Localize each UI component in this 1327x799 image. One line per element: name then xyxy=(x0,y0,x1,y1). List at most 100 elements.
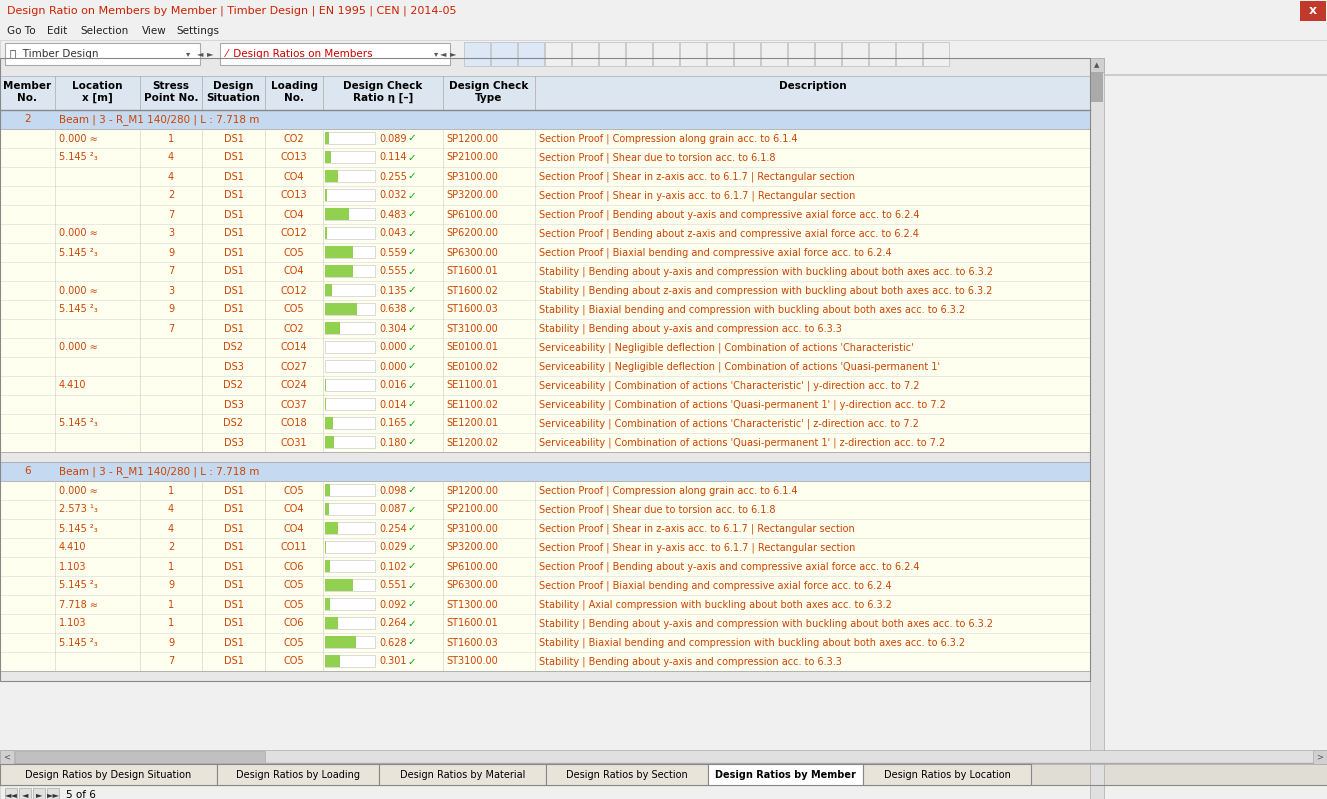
Bar xyxy=(325,484,376,496)
Bar xyxy=(325,503,329,515)
Text: 5.145 ²₃: 5.145 ²₃ xyxy=(58,419,98,428)
Text: 0.114: 0.114 xyxy=(380,153,406,162)
Bar xyxy=(1091,72,1103,102)
Text: Section Proof | Shear in y-axis acc. to 6.1.7 | Rectangular section: Section Proof | Shear in y-axis acc. to … xyxy=(539,543,856,553)
Text: Design Ratios by Section: Design Ratios by Section xyxy=(567,769,687,780)
Text: Serviceability | Negligible deflection | Combination of actions 'Quasi-permanent: Serviceability | Negligible deflection |… xyxy=(539,361,940,372)
Text: 0.483: 0.483 xyxy=(380,209,406,220)
Text: 0.043: 0.043 xyxy=(380,229,406,238)
Text: 0.098: 0.098 xyxy=(380,486,406,495)
Text: DS3: DS3 xyxy=(223,438,243,447)
Bar xyxy=(0,462,1089,481)
Bar xyxy=(0,357,1089,376)
Text: ✓: ✓ xyxy=(407,209,415,220)
Text: 0.551: 0.551 xyxy=(380,581,407,590)
Bar xyxy=(598,42,625,66)
Text: 4.410: 4.410 xyxy=(58,380,86,391)
Text: 5.145 ²₃: 5.145 ²₃ xyxy=(58,523,98,534)
Text: ✓: ✓ xyxy=(407,324,415,333)
Bar xyxy=(0,22,1327,40)
Text: SP3200.00: SP3200.00 xyxy=(446,543,498,552)
Text: CO13: CO13 xyxy=(281,190,308,201)
Bar xyxy=(864,764,1031,785)
Bar xyxy=(19,788,31,799)
Text: ✓: ✓ xyxy=(407,361,415,372)
Text: CO14: CO14 xyxy=(281,343,308,352)
Text: 0.254: 0.254 xyxy=(380,523,407,534)
Text: Point No.: Point No. xyxy=(143,93,198,103)
Bar xyxy=(325,636,376,648)
Text: View: View xyxy=(142,26,167,36)
Text: ◄: ◄ xyxy=(196,50,203,58)
Bar xyxy=(0,576,1089,595)
Text: 5.145 ²₃: 5.145 ²₃ xyxy=(58,248,98,257)
Text: DS2: DS2 xyxy=(223,343,243,352)
Bar xyxy=(5,43,200,65)
Bar xyxy=(653,42,679,66)
Text: ST1600.01: ST1600.01 xyxy=(446,618,498,629)
Bar xyxy=(325,398,376,410)
Text: 0.102: 0.102 xyxy=(380,562,406,571)
Text: SP3100.00: SP3100.00 xyxy=(446,523,498,534)
Text: ST1600.02: ST1600.02 xyxy=(446,285,498,296)
Text: ST1600.03: ST1600.03 xyxy=(446,304,498,315)
Text: CO11: CO11 xyxy=(281,543,308,552)
Bar xyxy=(788,42,813,66)
Text: ✓: ✓ xyxy=(407,400,415,410)
Text: DS1: DS1 xyxy=(223,486,243,495)
Text: SP3100.00: SP3100.00 xyxy=(446,172,498,181)
Text: Section Proof | Biaxial bending and compressive axial force acc. to 6.2.4: Section Proof | Biaxial bending and comp… xyxy=(539,247,892,258)
Bar xyxy=(5,788,17,799)
Text: Section Proof | Shear in z-axis acc. to 6.1.7 | Rectangular section: Section Proof | Shear in z-axis acc. to … xyxy=(539,523,855,534)
Text: SP1200.00: SP1200.00 xyxy=(446,133,498,144)
Text: SE1100.02: SE1100.02 xyxy=(446,400,498,410)
Text: 0.559: 0.559 xyxy=(380,248,407,257)
Text: DS1: DS1 xyxy=(223,248,243,257)
Text: Settings: Settings xyxy=(176,26,219,36)
Bar xyxy=(325,655,376,667)
Text: DS2: DS2 xyxy=(223,380,243,391)
Bar xyxy=(0,595,1089,614)
Text: DS1: DS1 xyxy=(223,153,243,162)
Text: CO5: CO5 xyxy=(284,657,304,666)
Text: Description: Description xyxy=(779,81,847,91)
Bar xyxy=(325,522,376,534)
Bar xyxy=(216,764,378,785)
Bar xyxy=(464,42,490,66)
Text: Section Proof | Compression along grain acc. to 6.1.4: Section Proof | Compression along grain … xyxy=(539,485,798,495)
Text: 0.180: 0.180 xyxy=(380,438,406,447)
Text: DS1: DS1 xyxy=(223,581,243,590)
Text: 9: 9 xyxy=(169,581,174,590)
Text: Design Ratios by Member: Design Ratios by Member xyxy=(715,769,856,780)
Text: Design: Design xyxy=(214,81,253,91)
Bar xyxy=(325,227,376,239)
Bar xyxy=(734,42,760,66)
Bar xyxy=(626,42,652,66)
Text: Serviceability | Combination of actions 'Quasi-permanent 1' | z-direction acc. t: Serviceability | Combination of actions … xyxy=(539,437,945,447)
Text: DS3: DS3 xyxy=(223,361,243,372)
Bar xyxy=(220,43,450,65)
Text: 4: 4 xyxy=(169,523,174,534)
Text: 1: 1 xyxy=(169,133,174,144)
Text: 1: 1 xyxy=(169,599,174,610)
Text: Serviceability | Combination of actions 'Characteristic' | z-direction acc. to 7: Serviceability | Combination of actions … xyxy=(539,418,918,429)
Text: SP2100.00: SP2100.00 xyxy=(446,504,498,515)
Text: DS1: DS1 xyxy=(223,304,243,315)
Text: Edit: Edit xyxy=(46,26,66,36)
Text: SP3200.00: SP3200.00 xyxy=(446,190,498,201)
Bar xyxy=(1031,764,1327,785)
Bar xyxy=(0,750,1327,764)
Text: CO5: CO5 xyxy=(284,486,304,495)
Bar xyxy=(325,560,376,572)
Bar xyxy=(0,319,1089,338)
Text: ◄: ◄ xyxy=(439,50,446,58)
Text: ✓: ✓ xyxy=(407,248,415,257)
Text: Stability | Bending about y-axis and compression acc. to 6.3.3: Stability | Bending about y-axis and com… xyxy=(539,324,841,334)
Bar xyxy=(0,785,1327,799)
Text: 0.032: 0.032 xyxy=(380,190,406,201)
Text: 5.145 ²₃: 5.145 ²₃ xyxy=(58,304,98,315)
Text: Section Proof | Biaxial bending and compressive axial force acc. to 6.2.4: Section Proof | Biaxial bending and comp… xyxy=(539,580,892,590)
Text: Serviceability | Combination of actions 'Characteristic' | y-direction acc. to 7: Serviceability | Combination of actions … xyxy=(539,380,920,391)
Text: CO13: CO13 xyxy=(281,153,308,162)
Text: 1: 1 xyxy=(169,486,174,495)
